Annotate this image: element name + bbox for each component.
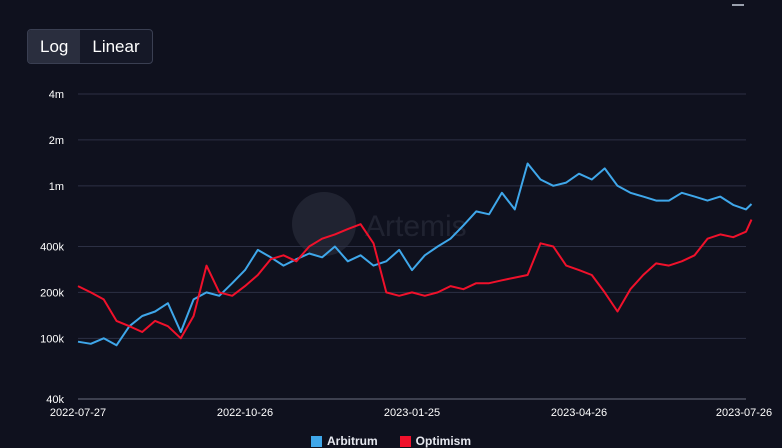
- watermark: Artemis: [292, 192, 467, 256]
- y-tick-label: 1m: [49, 181, 64, 193]
- legend-label-optimism: Optimism: [415, 434, 471, 448]
- x-tick-label: 2022-10-26: [217, 407, 273, 419]
- legend-swatch-optimism: [399, 435, 411, 447]
- artemis-logo-icon: [292, 192, 356, 256]
- legend-item-arbitrum[interactable]: Arbitrum: [310, 434, 378, 448]
- series-line-arbitrum: [77, 162, 753, 347]
- x-tick-label: 2022-07-27: [50, 407, 106, 419]
- hamburger-icon[interactable]: [732, 0, 744, 6]
- x-tick-label: 2023-07-26: [716, 407, 772, 419]
- legend-item-optimism[interactable]: Optimism: [399, 434, 471, 448]
- y-tick-label: 40k: [46, 394, 64, 406]
- legend-swatch-arbitrum: [310, 435, 322, 447]
- legend: Arbitrum Optimism: [0, 434, 782, 448]
- series-line-optimism: [77, 219, 753, 340]
- y-tick-label: 2m: [49, 135, 64, 147]
- x-tick-label: 2023-01-25: [384, 407, 440, 419]
- y-tick-label: 200k: [40, 287, 64, 299]
- log-button[interactable]: Log: [28, 30, 81, 63]
- linear-button[interactable]: Linear: [80, 30, 151, 63]
- y-tick-label: 100k: [40, 333, 64, 345]
- legend-label-arbitrum: Arbitrum: [326, 434, 378, 448]
- y-tick-label: 400k: [40, 242, 64, 254]
- scale-toggle: Log Linear: [27, 29, 153, 64]
- watermark-text: Artemis: [365, 210, 467, 243]
- x-tick-label: 2023-04-26: [551, 407, 607, 419]
- y-tick-label: 4m: [49, 89, 64, 101]
